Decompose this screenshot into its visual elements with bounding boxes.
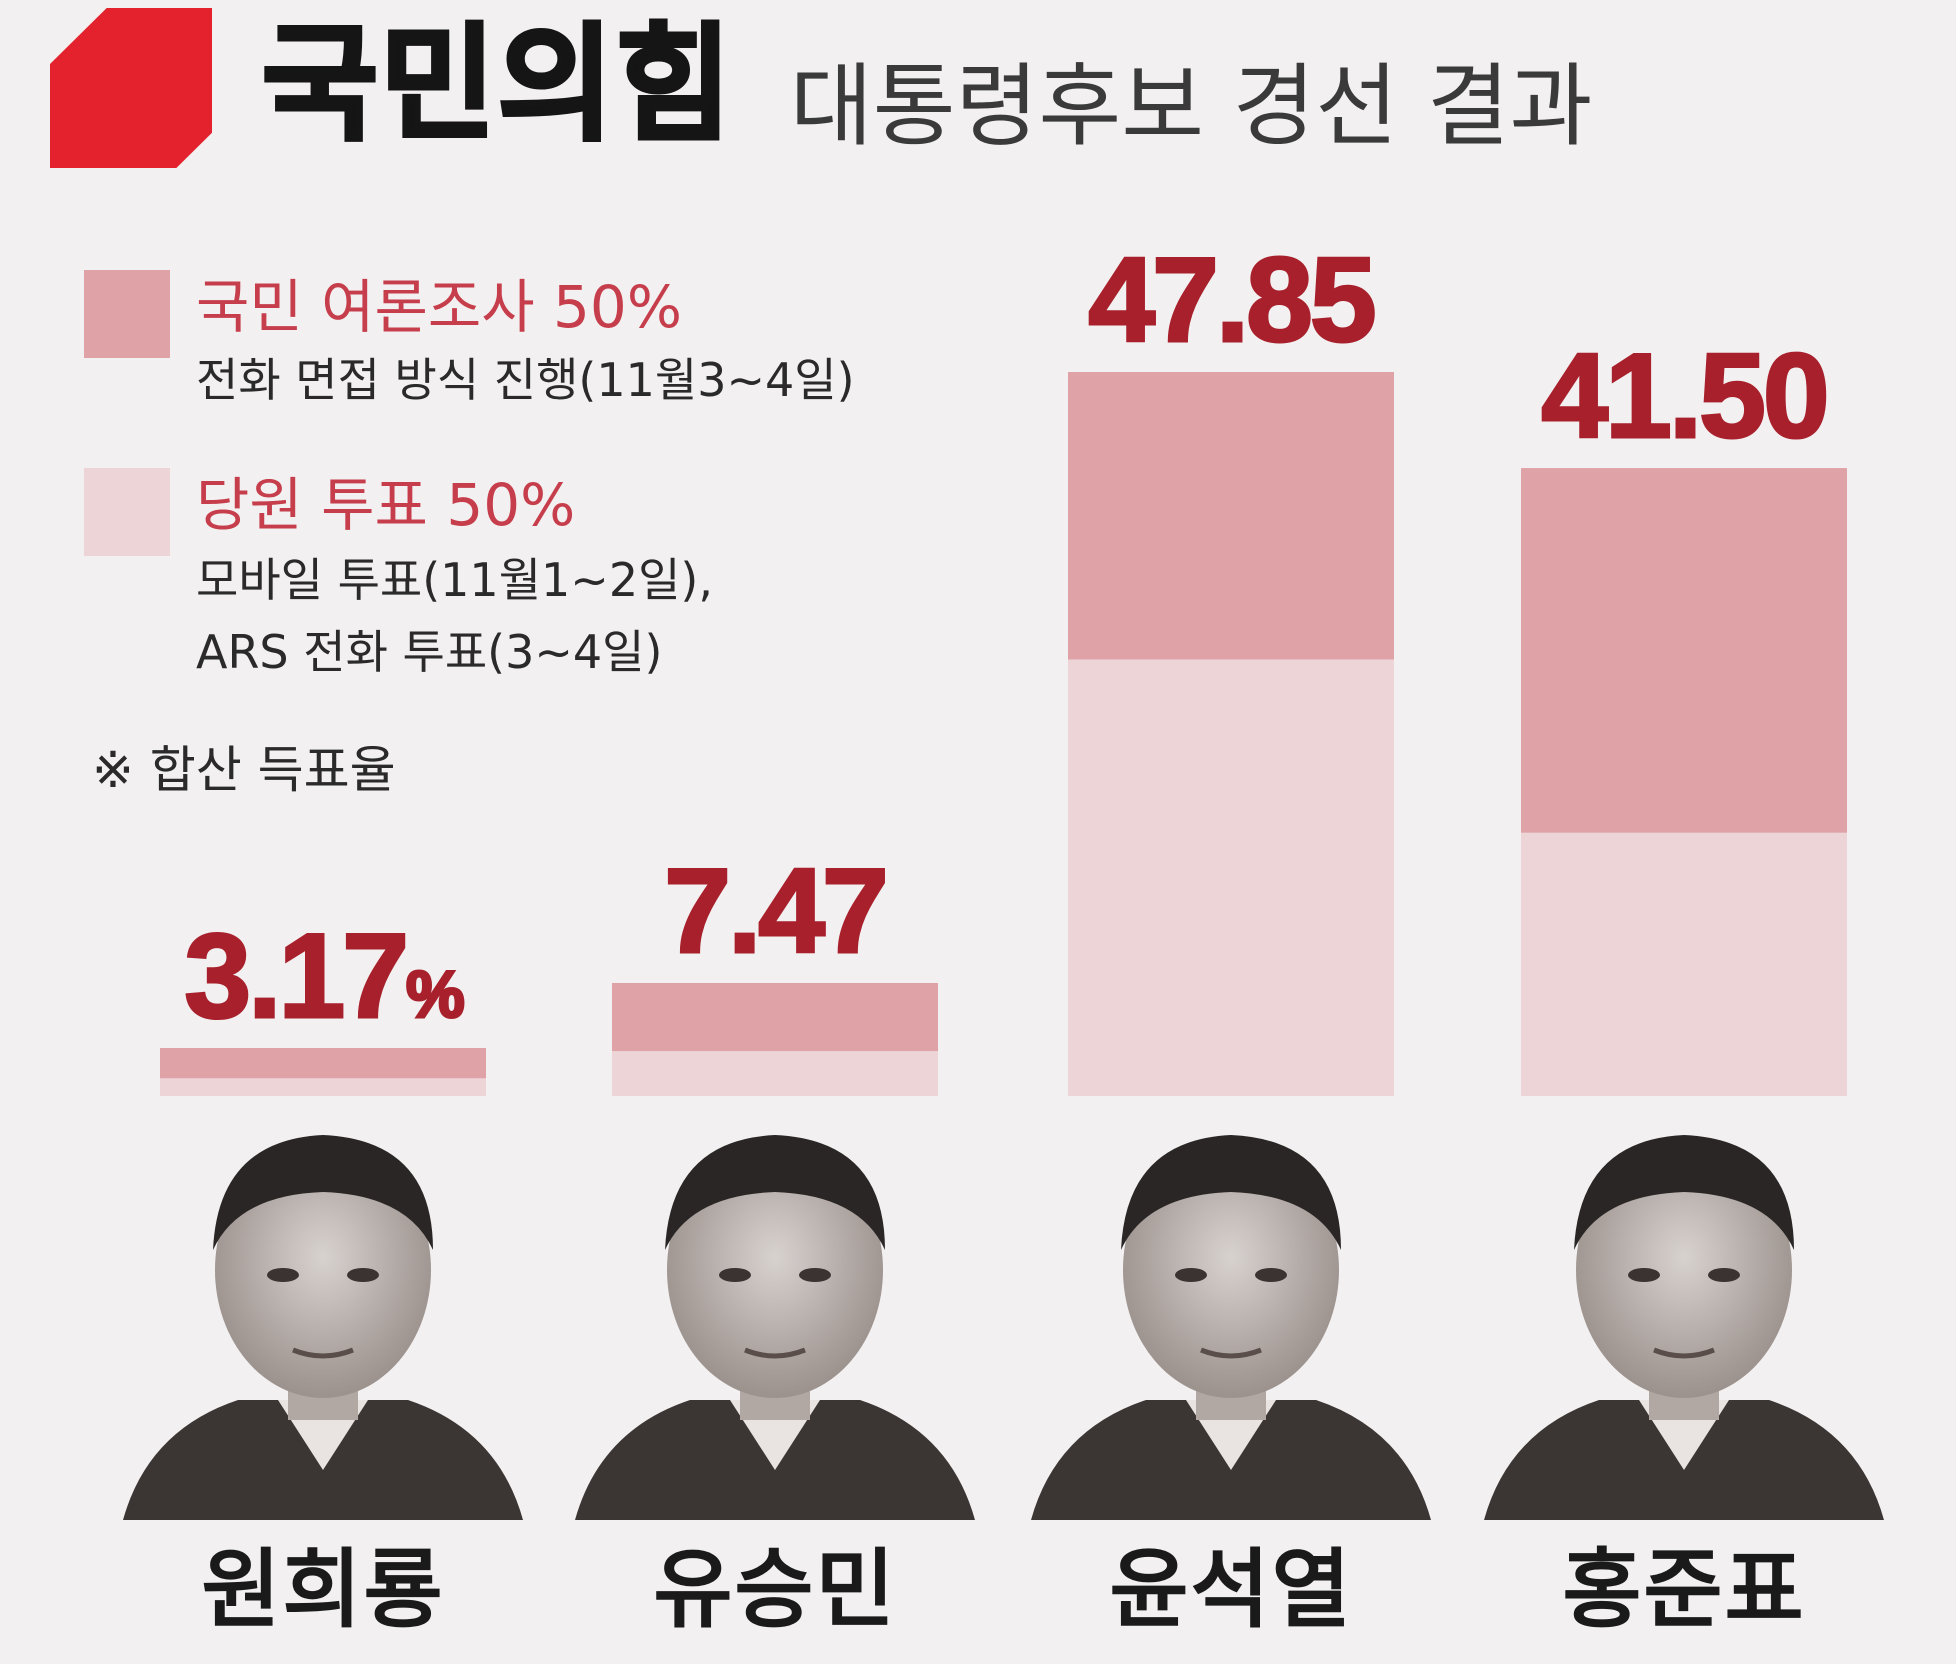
candidate-name-1: 원희룡 [201, 1540, 445, 1640]
legend-desc-member-line1: 모바일 투표(11월1~2일), [196, 553, 713, 607]
bar-survey-3 [1068, 372, 1394, 660]
legend-title-survey: 국민 여론조사 50% [196, 273, 682, 341]
bar-survey-4 [1521, 468, 1847, 833]
bar-survey-2 [612, 982, 938, 1052]
party-name: 국민의힘 [260, 9, 734, 160]
candidate-photo-1 [108, 1100, 538, 1520]
legend-desc-survey: 전화 면접 방식 진행(11월3~4일) [196, 353, 855, 407]
bar-member-1 [160, 1078, 486, 1096]
note-combined-rate: ※ 합산 득표율 [92, 741, 396, 799]
legend-swatch-survey [84, 270, 170, 358]
value-label-2: 7.47 [663, 843, 891, 978]
value-label-3: 47.85 [1087, 233, 1378, 367]
candidate-photo-4 [1469, 1100, 1899, 1520]
candidate-photo-2 [560, 1100, 990, 1520]
bar-member-3 [1068, 659, 1394, 1096]
candidate-name-3: 윤석열 [1109, 1540, 1353, 1640]
legend-desc-member-line2: ARS 전화 투표(3~4일) [196, 625, 663, 679]
legend-title-member: 당원 투표 50% [196, 471, 576, 539]
legend-swatch-member [84, 468, 170, 556]
bar-member-2 [612, 1051, 938, 1096]
bar-member-4 [1521, 832, 1847, 1096]
bar-survey-1 [160, 1048, 486, 1079]
value-label-1: 3.17% [183, 909, 466, 1044]
page-subtitle: 대통령후보 경선 결과 [790, 54, 1593, 159]
value-label-4: 41.50 [1540, 329, 1831, 464]
candidate-photo-3 [1016, 1100, 1446, 1520]
candidate-name-4: 홍준표 [1562, 1540, 1806, 1640]
candidate-name-2: 유승민 [653, 1540, 897, 1640]
